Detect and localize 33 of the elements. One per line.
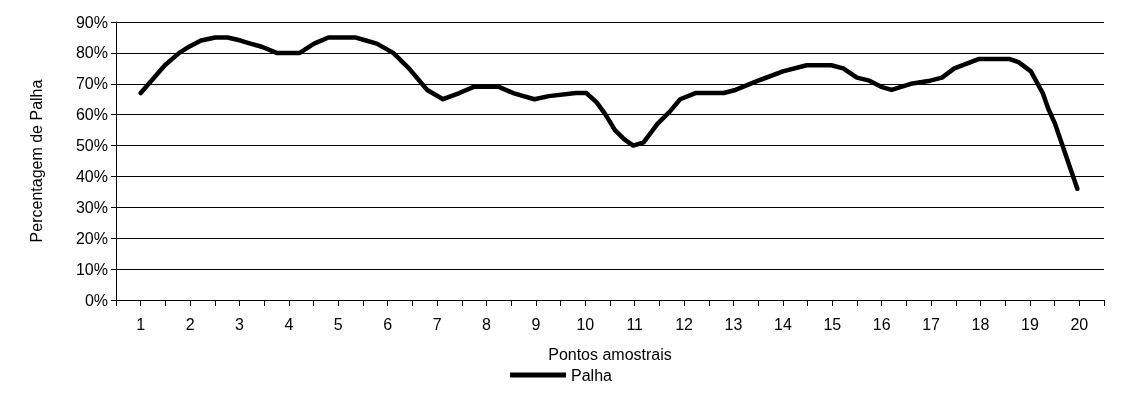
x-tick-label: 6 <box>383 315 393 333</box>
y-tick-label: 20% <box>75 229 108 247</box>
x-tick-label: 3 <box>235 315 245 333</box>
x-tick-label: 5 <box>333 315 343 333</box>
y-tick-label: 40% <box>75 167 108 185</box>
y-tick-label: 10% <box>75 260 108 278</box>
x-tick-label: 10 <box>576 315 595 333</box>
x-axis-title: Pontos amostrais <box>548 345 672 363</box>
legend-label: Palha <box>571 366 613 384</box>
x-tick-label: 1 <box>136 315 146 333</box>
x-tick-label: 16 <box>872 315 891 333</box>
x-tick-label: 11 <box>626 315 644 333</box>
x-tick-label: 17 <box>922 315 941 333</box>
x-tick-label: 13 <box>724 315 743 333</box>
x-tick-label: 4 <box>284 315 294 333</box>
y-tick-label: 70% <box>75 75 108 93</box>
y-axis-title: Percentagem de Palha <box>27 79 45 243</box>
y-tick-label: 80% <box>75 44 108 62</box>
x-tick-label: 12 <box>675 315 694 333</box>
x-tick-label: 18 <box>971 315 990 333</box>
x-tick-label: 9 <box>531 315 541 333</box>
x-tick-label: 20 <box>1070 315 1089 333</box>
x-tick-label: 7 <box>432 315 442 333</box>
y-tick-label: 60% <box>75 106 108 124</box>
x-tick-label: 19 <box>1021 315 1039 333</box>
x-tick-label: 15 <box>823 315 842 333</box>
x-tick-label: 8 <box>482 315 492 333</box>
y-tick-label: 50% <box>75 137 108 155</box>
y-tick-label: 0% <box>84 291 108 309</box>
x-tick-label: 2 <box>185 315 195 333</box>
y-tick-label: 30% <box>75 198 108 216</box>
y-tick-label: 90% <box>75 13 108 31</box>
x-tick-label: 14 <box>774 315 792 333</box>
